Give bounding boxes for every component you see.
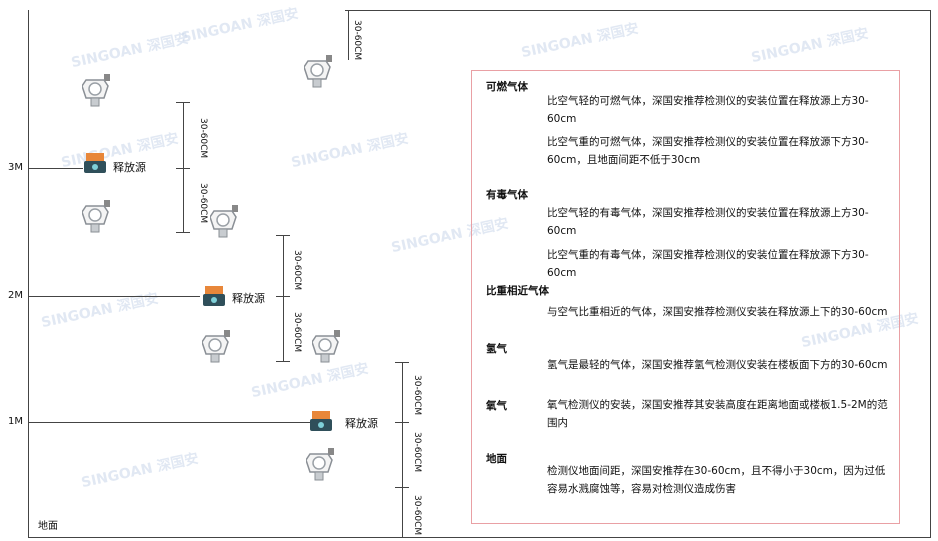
dimension-label: 30-60CM bbox=[198, 118, 208, 159]
detector-icon bbox=[312, 330, 341, 363]
detector-icon bbox=[82, 200, 111, 233]
section-text: 比空气轻的可燃气体，深国安推荐检测仪的安装位置在释放源上方30-60cm bbox=[547, 95, 869, 125]
release-source-icon bbox=[310, 411, 332, 431]
dimension-label: 30-60CM bbox=[412, 495, 422, 536]
detector-icon bbox=[304, 55, 333, 88]
ground-label: 地面 bbox=[38, 521, 58, 532]
detector-icon bbox=[82, 74, 111, 107]
dimension-label: 30-60CM bbox=[412, 432, 422, 473]
section-text: 氢气是最轻的气体，深国安推荐氢气检测仪安装在楼板面下方的30-60cm bbox=[547, 359, 888, 371]
dimension-label: 30-60CM bbox=[352, 20, 362, 61]
release-source-label: 释放源 bbox=[113, 161, 146, 174]
section-heading: 氢气 bbox=[486, 343, 507, 355]
watermark: SINGOAN 深国安 bbox=[179, 5, 301, 47]
section-heading: 比重相近气体 bbox=[486, 285, 549, 297]
dimension-label: 30-60CM bbox=[198, 183, 208, 224]
watermark: SINGOAN 深国安 bbox=[69, 30, 191, 72]
watermark: SINGOAN 深国安 bbox=[79, 450, 201, 492]
right-border bbox=[930, 10, 931, 538]
watermark: SINGOAN 深国安 bbox=[249, 360, 371, 402]
section-heading: 氧气 bbox=[486, 400, 507, 412]
section-text: 与空气比重相近的气体，深国安推荐检测仪安装在释放源上下的30-60cm bbox=[547, 306, 888, 318]
watermark: SINGOAN 深国安 bbox=[289, 130, 411, 172]
dimension-label: 30-60CM bbox=[292, 312, 302, 353]
release-source-label: 释放源 bbox=[345, 417, 378, 430]
watermark: SINGOAN 深国安 bbox=[39, 290, 161, 332]
release-source-icon bbox=[84, 153, 106, 173]
release-source-label: 释放源 bbox=[232, 292, 265, 305]
section-heading: 地面 bbox=[486, 453, 507, 465]
floor-line bbox=[28, 537, 931, 538]
section-text: 检测仪地面间距，深国安推荐在30-60cm，且不得小于30cm，因为过低容易水溅… bbox=[547, 465, 886, 495]
release-source-icon bbox=[203, 286, 225, 306]
section-text: 比空气轻的有毒气体，深国安推荐检测仪的安装位置在释放源上方30-60cm bbox=[547, 207, 869, 237]
wall-line bbox=[28, 10, 29, 538]
dimension-label: 30-60CM bbox=[292, 250, 302, 291]
detector-icon bbox=[210, 205, 239, 238]
detector-icon bbox=[202, 330, 231, 363]
watermark: SINGOAN 深国安 bbox=[519, 20, 641, 62]
detector-icon bbox=[306, 448, 335, 481]
level-3m: 3M bbox=[8, 162, 23, 173]
watermark: SINGOAN 深国安 bbox=[749, 25, 871, 67]
ceiling-line bbox=[345, 10, 931, 11]
section-heading: 可燃气体 bbox=[486, 81, 528, 93]
dimension-label: 30-60CM bbox=[412, 375, 422, 416]
section-text: 比空气重的有毒气体，深国安推荐检测仪的安装位置在释放源下方30-60cm bbox=[547, 249, 869, 279]
guidance-panel: 可燃气体 比空气轻的可燃气体，深国安推荐检测仪的安装位置在释放源上方30-60c… bbox=[471, 70, 900, 524]
section-text: 比空气重的可燃气体，深国安推荐检测仪的安装位置在释放源下方30-60cm，且地面… bbox=[547, 136, 869, 166]
level-2m: 2M bbox=[8, 290, 23, 301]
section-heading: 有毒气体 bbox=[486, 189, 528, 201]
level-1m: 1M bbox=[8, 416, 23, 427]
section-text: 氧气检测仪的安装，深国安推荐其安装高度在距离地面或楼板1.5-2M的范围内 bbox=[547, 399, 888, 429]
